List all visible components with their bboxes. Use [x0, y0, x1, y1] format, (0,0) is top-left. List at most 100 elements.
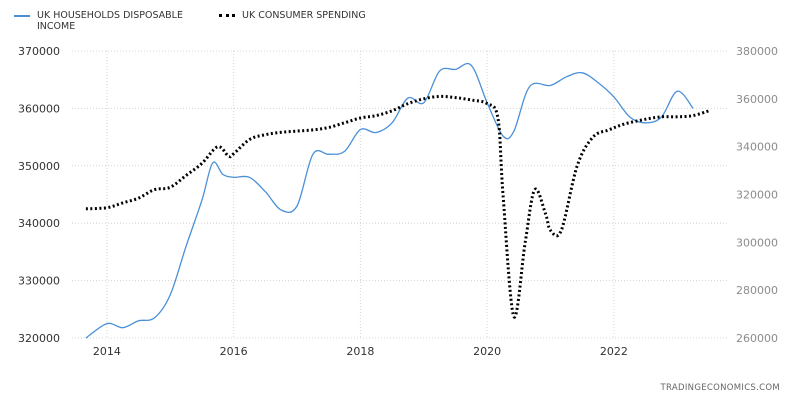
spending-point — [544, 212, 548, 216]
income-point — [628, 115, 632, 119]
spending-point — [121, 201, 125, 205]
spending-point — [406, 102, 410, 106]
income-point — [358, 128, 362, 132]
legend-swatch-income — [14, 15, 30, 17]
y-left-tick-label: 350000 — [18, 160, 60, 173]
income-point — [390, 121, 394, 125]
spending-point — [575, 164, 579, 168]
x-tick-label: 2016 — [220, 345, 248, 358]
x-tick-label: 2020 — [473, 345, 501, 358]
spending-point — [485, 102, 489, 106]
income-point — [580, 71, 584, 75]
y-left-tick-label: 340000 — [18, 217, 60, 230]
spending-point — [232, 152, 236, 156]
spending-point — [659, 115, 663, 119]
x-tick-label: 2022 — [600, 345, 628, 358]
spending-point — [469, 98, 473, 102]
legend-label-spending: UK CONSUMER SPENDING — [242, 10, 366, 21]
legend: UK HOUSEHOLDS DISPOSABLE INCOME UK CONSU… — [14, 10, 366, 32]
spending-point — [311, 128, 315, 132]
spending-point — [523, 240, 527, 244]
legend-label-income: UK HOUSEHOLDS DISPOSABLE INCOME — [37, 10, 183, 32]
income-point — [691, 106, 695, 110]
income-point — [105, 322, 109, 326]
income-point — [121, 326, 125, 330]
spending-line[interactable] — [85, 94, 710, 319]
income-point — [168, 293, 172, 297]
spending-point — [295, 129, 299, 133]
y-right-tick-label: 340000 — [736, 141, 778, 154]
spending-point — [533, 188, 537, 192]
income-point — [469, 63, 473, 67]
y-right-tick-label: 280000 — [736, 284, 778, 297]
x-tick-label: 2014 — [93, 345, 121, 358]
spending-point — [454, 96, 458, 100]
income-point — [454, 67, 458, 71]
y-right-tick-label: 360000 — [736, 93, 778, 106]
spending-point — [644, 117, 648, 121]
income-point — [263, 190, 267, 194]
spending-point — [496, 116, 500, 120]
spending-point — [343, 121, 347, 125]
y-left-tick-label: 330000 — [18, 275, 60, 288]
income-line[interactable] — [85, 62, 694, 339]
legend-item-spending[interactable]: UK CONSUMER SPENDING — [219, 10, 366, 21]
spending-point — [200, 161, 204, 165]
income-point — [675, 89, 679, 93]
income-point — [311, 152, 315, 156]
source-credit: TRADINGECONOMICS.COM — [660, 383, 780, 393]
income-point — [327, 152, 331, 156]
spending-point — [374, 114, 378, 118]
income-point — [295, 204, 299, 208]
spending-point — [105, 206, 109, 210]
y-left-tick-label: 320000 — [18, 332, 60, 345]
spending-point — [501, 193, 505, 197]
income-point — [211, 161, 215, 165]
spending-point — [390, 109, 394, 113]
spending-point — [707, 109, 711, 113]
spending-point — [512, 315, 516, 319]
income-point — [596, 81, 600, 85]
grid — [72, 50, 728, 339]
income-point — [512, 129, 516, 133]
income-point — [644, 121, 648, 125]
income-point — [612, 95, 616, 99]
spending-point — [137, 196, 141, 200]
spending-point — [227, 154, 231, 158]
spending-point — [248, 138, 252, 142]
income-point — [248, 175, 252, 179]
income-point — [152, 316, 156, 320]
series-layer — [84, 62, 711, 340]
income-point — [84, 336, 88, 340]
legend-swatch-spending — [219, 14, 235, 17]
income-point — [343, 149, 347, 153]
spending-point — [607, 128, 611, 132]
income-point — [406, 96, 410, 100]
spending-point — [691, 114, 695, 118]
income-point — [549, 83, 553, 87]
spending-point — [263, 133, 267, 137]
spending-point — [327, 126, 331, 130]
income-point — [374, 131, 378, 135]
spending-point — [675, 115, 679, 119]
series-income — [84, 62, 695, 340]
y-left-tick-label: 370000 — [18, 45, 60, 58]
spending-point — [84, 207, 88, 211]
spending-point — [559, 228, 563, 232]
spending-point — [549, 228, 553, 232]
income-point — [184, 244, 188, 248]
spending-point — [279, 130, 283, 134]
income-point — [422, 101, 426, 105]
spending-point — [591, 135, 595, 139]
y-right-tick-label: 260000 — [736, 332, 778, 345]
y-right-tick-label: 300000 — [736, 236, 778, 249]
spending-point — [216, 145, 220, 149]
y-left-tick-label: 360000 — [18, 102, 60, 115]
x-tick-label: 2018 — [346, 345, 374, 358]
income-point — [564, 75, 568, 79]
spending-point — [438, 94, 442, 98]
series-spending — [84, 94, 711, 319]
income-point — [528, 85, 532, 89]
legend-item-income[interactable]: UK HOUSEHOLDS DISPOSABLE INCOME — [14, 10, 197, 32]
